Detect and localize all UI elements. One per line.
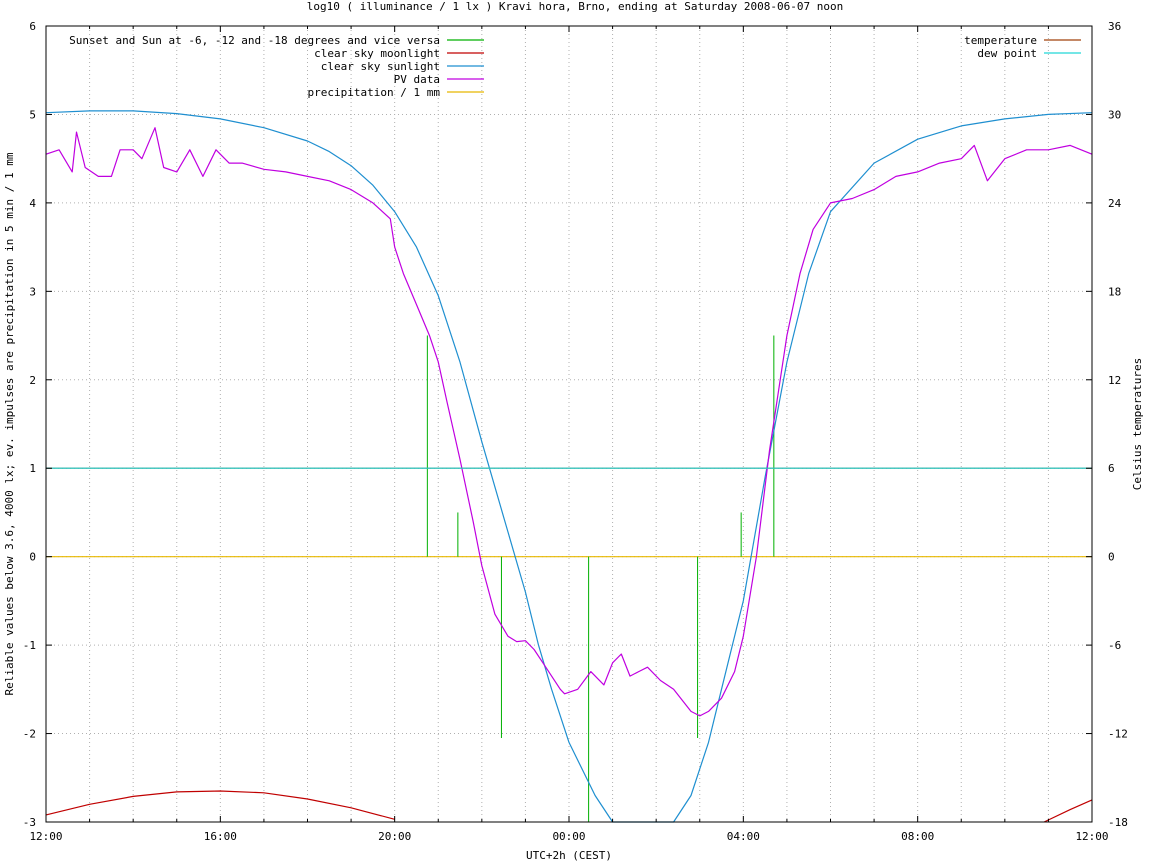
y-tick-label: 4 [29,197,36,210]
x-tick-label: 08:00 [901,830,934,843]
clear-sky-moonlight-series-2 [1043,799,1093,823]
x-tick-label: 04:00 [727,830,760,843]
legend-label: clear sky sunlight [321,60,440,73]
y-tick-label: -2 [23,728,36,741]
y-tick-label: -1 [23,639,36,652]
y2-tick-label: 30 [1108,108,1121,121]
clear-sky-moonlight-series [45,790,395,820]
y2-tick-label: 0 [1108,551,1115,564]
chart-title: log10 ( illuminance / 1 lx ) Kravi hora,… [307,0,843,13]
legend-label: clear sky moonlight [314,47,440,60]
x-tick-label: 00:00 [552,830,585,843]
y-tick-label: 2 [29,374,36,387]
series-layer [45,110,1093,823]
pv-data-series [45,127,1093,717]
y2-tick-label: -6 [1108,639,1121,652]
y2-tick-label: 36 [1108,20,1121,33]
x-tick-label: 12:00 [1075,830,1108,843]
y-tick-label: 3 [29,285,36,298]
legend-label: precipitation / 1 mm [308,86,441,99]
x-tick-label: 16:00 [204,830,237,843]
legend-label: temperature [964,34,1037,47]
y-tick-label: 6 [29,20,36,33]
axes: 12:00 16:00 20:00 00:00 04:00 08:00 12:00-3-2-… [23,20,1128,843]
y2-tick-label: 12 [1108,374,1121,387]
y-tick-label: 1 [29,462,36,475]
legend-label: Sunset and Sun at -6, -12 and -18 degree… [69,34,440,47]
x-tick-label: 12:00 [29,830,62,843]
y2-axis-label: Celsius temperatures [1131,358,1144,490]
y-tick-label: 5 [29,108,36,121]
y-tick-label: -3 [23,816,36,829]
legend-label: PV data [394,73,440,86]
x-tick-label: 20:00 [378,830,411,843]
x-axis-label: UTC+2h (CEST) [526,849,612,862]
clear-sky-sunlight-series [45,110,1093,823]
y-tick-label: 0 [29,551,36,564]
legend-left: Sunset and Sun at -6, -12 and -18 degree… [69,34,484,99]
y2-tick-label: 18 [1108,285,1121,298]
legend-label: dew point [977,47,1037,60]
y2-tick-label: -12 [1108,728,1128,741]
y-axis-label: Reliable values below 3.6, 4000 lx; ev. … [3,152,16,695]
y2-tick-label: 24 [1108,197,1122,210]
y2-tick-label: 6 [1108,462,1115,475]
y2-tick-label: -18 [1108,816,1128,829]
grid-lines [46,26,1092,822]
